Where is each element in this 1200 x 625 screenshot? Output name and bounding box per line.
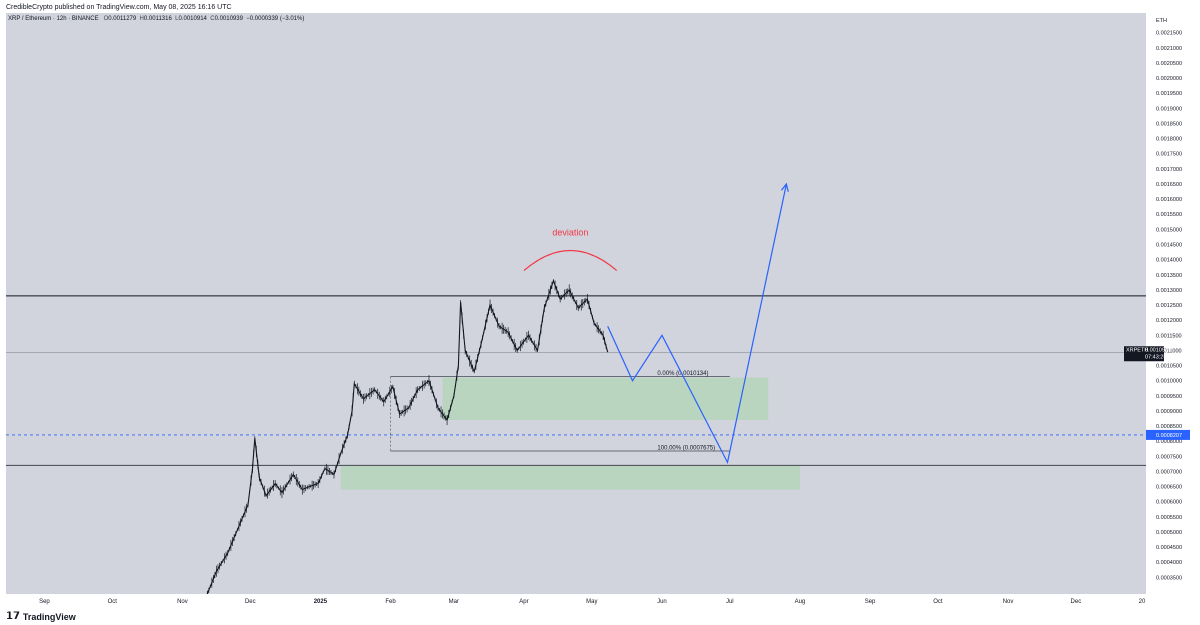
y-tick-label: 0.0018000 xyxy=(1156,137,1182,143)
y-tick-label: 0.0009500 xyxy=(1156,394,1182,400)
y-tick-label: 0.0016500 xyxy=(1156,182,1182,188)
high-value: 0.0011316 xyxy=(143,16,172,22)
y-tick-label: 0.0013500 xyxy=(1156,273,1182,279)
low-value: 0.0010914 xyxy=(178,16,207,22)
x-tick-label: Jul xyxy=(726,599,734,605)
brand-label: TradingView xyxy=(22,611,76,622)
y-tick-label: 0.0007000 xyxy=(1156,469,1182,475)
badge-countdown: 07:43:25 xyxy=(1145,355,1166,361)
chart-pane[interactable] xyxy=(6,13,1192,607)
y-tick-label: 0.0021500 xyxy=(1156,31,1182,37)
x-tick-label: Jun xyxy=(657,599,667,605)
projection-arrowhead xyxy=(780,182,789,192)
x-tick-label: Aug xyxy=(795,599,806,605)
x-tick-label: 20 xyxy=(1139,599,1146,605)
y-tick-label: 0.0005500 xyxy=(1156,515,1182,521)
zones-layer xyxy=(340,377,800,490)
projection-layer xyxy=(607,182,789,465)
close-value: 0.0010939 xyxy=(214,16,243,22)
price-axis: ETH 0.0021500 0.0021000 0.0020500 0.0020000 0… xyxy=(6,13,1192,607)
y-tick-label: 0.0011000 xyxy=(1156,348,1182,354)
marked-price-label: 0.0008207 xyxy=(1156,433,1182,439)
y-tick-label: 0.0017000 xyxy=(1156,167,1182,173)
x-tick-label: Dec xyxy=(1071,599,1082,605)
y-tick-label: 0.0019500 xyxy=(1156,91,1182,97)
y-tick-label: 0.0011500 xyxy=(1156,333,1182,339)
last-price-badge xyxy=(1124,346,1164,362)
y-tick-label: 0.0014500 xyxy=(1156,242,1182,248)
tradingview-logo-icon: 𝟭𝟳 xyxy=(6,611,20,622)
y-tick-label: 0.0012500 xyxy=(1156,303,1182,309)
y-tick-label: 0.0020500 xyxy=(1156,61,1182,67)
x-tick-label: Sep xyxy=(39,599,50,605)
y-tick-label: 0.0015500 xyxy=(1156,212,1182,218)
high-label: H xyxy=(139,16,144,22)
y-tick-label: 0.0003500 xyxy=(1156,575,1182,581)
hlines-layer xyxy=(6,295,1146,466)
close-label: C xyxy=(210,16,215,22)
fib-level-label: 0.00% (0.0010134) xyxy=(657,371,708,377)
time-axis-bg xyxy=(6,594,1192,607)
y-tick-label: 0.0004500 xyxy=(1156,545,1182,551)
open-value: 0.0011279 xyxy=(108,16,137,22)
price-series-line xyxy=(206,279,609,595)
footer: 𝟭𝟳 TradingView xyxy=(6,611,76,622)
support-zone xyxy=(340,465,800,490)
change-value: −0.0000339 (−3.01%) xyxy=(246,16,305,22)
symbol-line: XRP / Ethereum · 12h · BINANCE xyxy=(8,16,99,22)
y-tick-label: 0.0004000 xyxy=(1156,560,1182,566)
y-tick-label: 0.0017500 xyxy=(1156,152,1182,158)
x-tick-label: Sep xyxy=(865,599,876,605)
projection-path xyxy=(607,183,787,465)
x-tick-label: Nov xyxy=(1003,599,1014,605)
y-tick-label: 0.0015000 xyxy=(1156,227,1182,233)
y-tick-label: 0.0013000 xyxy=(1156,288,1182,294)
y-tick-label: 0.0021000 xyxy=(1156,46,1182,52)
time-axis: Sep Oct Nov Dec 2025 Feb Mar Apr May Jun Jul Aug Sep… xyxy=(39,599,1146,605)
marked-price-badge xyxy=(1146,429,1190,440)
x-tick-label: 2025 xyxy=(314,599,328,605)
candles-layer xyxy=(206,279,609,598)
open-label: O xyxy=(103,16,109,22)
publisher-credit: CredibleCrypto published on TradingView.… xyxy=(6,4,232,11)
currency-label: ETH xyxy=(1156,18,1167,24)
y-tick-label: 0.0019000 xyxy=(1156,106,1182,112)
y-tick-label: 0.0018500 xyxy=(1156,121,1182,127)
y-tick-label: 0.0005000 xyxy=(1156,530,1182,536)
badge-price: 0.0010939 xyxy=(1145,348,1171,354)
y-tick-label: 0.0012000 xyxy=(1156,318,1182,324)
y-tick-label: 0.0020000 xyxy=(1156,76,1182,82)
x-tick-label: Nov xyxy=(177,599,188,605)
y-tick-label: 0.0008000 xyxy=(1156,439,1182,445)
x-tick-label: Apr xyxy=(519,599,528,605)
x-tick-label: Oct xyxy=(108,599,118,605)
y-tick-label: 0.0016000 xyxy=(1156,197,1182,203)
y-tick-label: 0.0007500 xyxy=(1156,454,1182,460)
deviation-label: deviation xyxy=(552,228,588,238)
y-tick-label: 0.0006000 xyxy=(1156,500,1182,506)
x-tick-label: Mar xyxy=(449,599,459,605)
low-label: L xyxy=(175,16,179,22)
x-tick-label: May xyxy=(586,599,597,605)
y-tick-label: 0.0009000 xyxy=(1156,409,1182,415)
price-axis-bg xyxy=(1146,13,1192,594)
x-tick-label: Feb xyxy=(385,599,396,605)
fib-layer: 0.00% (0.0010134) 100.00% (0.0007675) xyxy=(390,371,730,452)
badge-symbol: XRPETH xyxy=(1126,348,1148,354)
x-tick-label: Oct xyxy=(933,599,943,605)
y-tick-label: 0.0006500 xyxy=(1156,485,1182,491)
x-tick-label: Dec xyxy=(245,599,256,605)
symbol-legend: XRP / Ethereum · 12h · BINANCE O0.001127… xyxy=(8,16,304,22)
y-tick-label: 0.0010500 xyxy=(1156,364,1182,370)
support-zone xyxy=(442,377,769,421)
y-tick-label: 0.0014000 xyxy=(1156,258,1182,264)
y-tick-label: 0.0008500 xyxy=(1156,424,1182,430)
deviation-layer: deviation xyxy=(523,228,618,271)
deviation-arc xyxy=(523,250,618,271)
fib-level-label: 100.00% (0.0007675) xyxy=(657,446,715,452)
y-tick-label: 0.0010000 xyxy=(1156,379,1182,385)
